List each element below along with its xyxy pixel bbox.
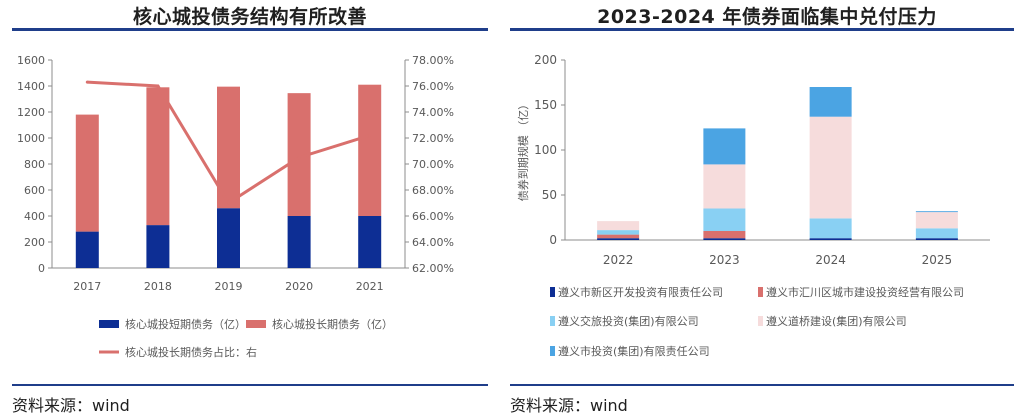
y-axis-label: 债券到期规模 （亿） (516, 99, 530, 202)
legend-label: 遵义交旅投资(集团)有限公司 (558, 314, 699, 328)
ratio-point (227, 201, 230, 205)
bar-segment (809, 218, 852, 239)
bar-segment (915, 212, 958, 229)
legend-label: 核心城投长期债务（亿） (272, 317, 393, 331)
y-left-tick-label: 200 (24, 236, 45, 249)
legend-label: 遵义市汇川区城市建设投资经营有限公司 (766, 285, 964, 299)
bar-segment (146, 225, 170, 268)
y-tick-label: 100 (534, 143, 557, 157)
bar-segment (703, 231, 746, 239)
bar-segment (358, 216, 382, 268)
bar-segment (915, 238, 958, 240)
x-tick-label: 2022 (603, 253, 634, 267)
right-title-rule (510, 28, 1014, 31)
legend-swatch (550, 316, 555, 326)
left-chart-panel: 核心城投债务结构有所改善 0 200 400 600 800 1000 1200 1400 16… (0, 0, 500, 417)
ratio-point (297, 156, 301, 159)
y-tick-label: 0 (549, 233, 557, 247)
y-right-tick-label: 64.00% (412, 236, 454, 249)
y-left-tick-label: 1200 (17, 106, 45, 119)
legend-swatch (758, 287, 763, 297)
legend-swatch (550, 346, 555, 356)
bar-segment (75, 114, 99, 232)
bar-segment (809, 87, 852, 117)
legend-label: 核心城投短期债务（亿） (125, 317, 246, 331)
x-tick-label: 2025 (922, 253, 953, 267)
bar-segment (597, 221, 640, 231)
bar-segment (915, 228, 958, 239)
bar-segment (703, 208, 746, 231)
legend-swatch (246, 320, 266, 328)
right-chart-title: 2023-2024 年债券面临集中兑付压力 (597, 6, 937, 28)
y-tick-label: 50 (542, 188, 557, 202)
bar-segment (217, 86, 240, 209)
legend-label: 遵义道桥建设(集团)有限公司 (766, 314, 907, 328)
y-right-tick-label: 78.00% (412, 54, 454, 67)
legend-swatch (550, 287, 555, 297)
y-left-tick-label: 1000 (17, 132, 45, 145)
y-right-tick-label: 70.00% (412, 158, 454, 171)
bar-segment (703, 128, 746, 165)
y-left-tick-label: 800 (24, 158, 45, 171)
bar-segment (915, 211, 958, 213)
ratio-point (368, 133, 372, 137)
right-chart: 0 50 100 150 200 债券到期规模 （亿） 2022 2023 2024 2025 遵义… (516, 53, 990, 358)
x-tick-label: 2019 (215, 280, 243, 293)
bar-segment (358, 84, 382, 216)
left-source: 资料来源：wind (12, 396, 130, 415)
legend-swatch (99, 320, 119, 328)
left-title-rule (12, 28, 488, 31)
bar-segment (217, 208, 240, 268)
legend-label: 遵义市投资(集团)有限责任公司 (558, 344, 710, 358)
ratio-point (156, 84, 160, 88)
y-tick-label: 150 (534, 98, 557, 112)
legend-label: 核心城投长期债务占比：右 (125, 345, 257, 359)
left-chart: 0 200 400 600 800 1000 1200 1400 1600 62.00% 64.00… (17, 54, 454, 359)
x-tick-label: 2018 (144, 280, 172, 293)
right-source: 资料来源：wind (510, 396, 628, 415)
x-tick-label: 2021 (356, 280, 384, 293)
right-source-rule (510, 384, 1014, 386)
bar-segment (703, 238, 746, 240)
x-tick-label: 2020 (285, 280, 313, 293)
y-left-tick-label: 400 (24, 210, 45, 223)
left-chart-title: 核心城投债务结构有所改善 (132, 6, 367, 28)
legend-swatch (758, 316, 763, 326)
x-tick-label: 2023 (709, 253, 740, 267)
bar-segment (703, 164, 746, 209)
bar-segment (597, 238, 640, 240)
legend-label: 遵义市新区开发投资有限责任公司 (558, 285, 723, 299)
y-right-tick-label: 76.00% (412, 80, 454, 93)
y-right-tick-label: 68.00% (412, 184, 454, 197)
x-tick-label: 2024 (815, 253, 846, 267)
y-left-tick-label: 1400 (17, 80, 45, 93)
y-right-tick-label: 72.00% (412, 132, 454, 145)
bar-segment (75, 231, 99, 268)
bar-segment (597, 230, 640, 235)
y-left-tick-label: 1600 (17, 54, 45, 67)
y-right-tick-label: 74.00% (412, 106, 454, 119)
left-source-rule (12, 384, 488, 386)
y-tick-label: 200 (534, 53, 557, 67)
x-tick-label: 2017 (73, 280, 101, 293)
bar-segment (809, 238, 852, 240)
y-right-tick-label: 66.00% (412, 210, 454, 223)
bar-segment (287, 216, 311, 268)
bar-segment (597, 234, 640, 239)
bar-segment (287, 93, 311, 216)
bar-segment (146, 87, 170, 226)
y-left-tick-label: 0 (38, 262, 45, 275)
right-chart-panel: 2023-2024 年债券面临集中兑付压力 0 50 100 150 200 债券到期规模… (510, 0, 1024, 417)
ratio-point (85, 80, 89, 84)
y-left-tick-label: 600 (24, 184, 45, 197)
bar-segment (809, 116, 852, 219)
y-right-tick-label: 62.00% (412, 262, 454, 275)
